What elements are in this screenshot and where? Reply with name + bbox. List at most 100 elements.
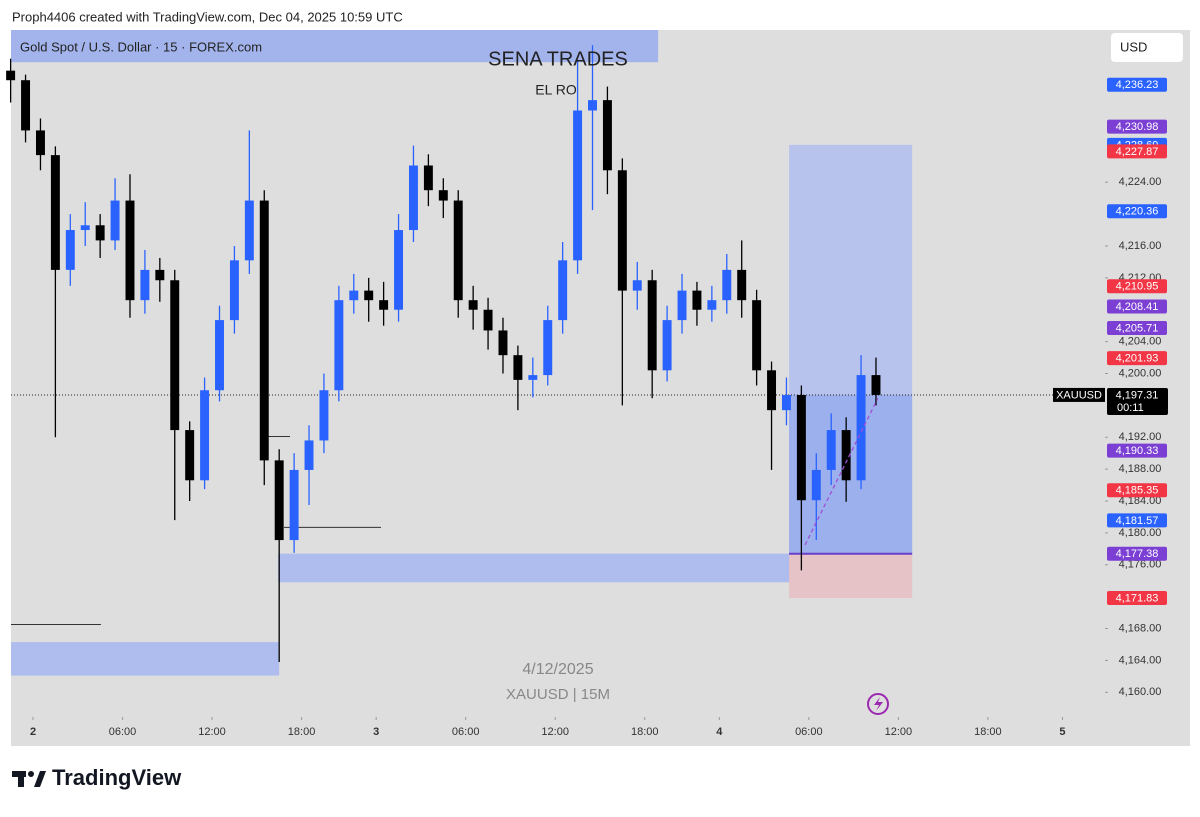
- candle-body: [304, 440, 314, 470]
- candle-body: [229, 260, 239, 321]
- candle-body: [677, 290, 687, 321]
- annotation: SENA TRADES: [488, 48, 628, 70]
- last-price-label: 4,197.31: [1116, 389, 1159, 401]
- candle-body: [349, 290, 359, 301]
- y-tick-label: 4,180.00: [1119, 527, 1162, 539]
- candle-body: [588, 100, 597, 111]
- x-tick-label: 12:00: [885, 726, 913, 738]
- candle-body: [811, 469, 821, 501]
- candle-body: [140, 269, 150, 301]
- candle-body: [200, 390, 210, 481]
- price-tag: [1107, 144, 1167, 159]
- zone: [11, 30, 659, 63]
- candle-body: [80, 225, 90, 231]
- candle-body: [394, 230, 404, 310]
- price-tag-label: 4,185.35: [1116, 485, 1159, 497]
- x-tick-label: 18:00: [631, 726, 659, 738]
- candle-body: [468, 300, 478, 310]
- candle-body: [6, 70, 16, 81]
- currency[interactable]: USD: [1120, 39, 1147, 54]
- candle-body: [707, 300, 717, 310]
- candle-body: [513, 355, 523, 380]
- price-tag-label: 4,177.38: [1116, 548, 1159, 560]
- x-tick-label: 12:00: [198, 726, 226, 738]
- candle-body: [767, 370, 777, 411]
- x-tick-label: 06:00: [109, 726, 137, 738]
- candle-body: [573, 110, 583, 261]
- x-tick-label: 12:00: [541, 726, 569, 738]
- price-tag: [1107, 299, 1167, 314]
- candle-body: [65, 230, 75, 270]
- candle-body: [647, 280, 657, 371]
- candle-body: [453, 200, 463, 301]
- price-tag-label: 4,205.71: [1116, 322, 1159, 334]
- stop-zone: [789, 553, 913, 599]
- price-tag-label: 4,220.36: [1116, 206, 1159, 218]
- x-tick-label: 2: [30, 726, 36, 738]
- price-tag-label: 4,190.33: [1116, 445, 1159, 457]
- candle-body: [737, 269, 747, 301]
- price-tag: [1107, 443, 1167, 458]
- alert-bolt: [874, 697, 883, 711]
- symbol-tag-label: XAUUSD: [1056, 389, 1102, 401]
- candle-body: [423, 165, 433, 191]
- candle-body: [379, 300, 389, 310]
- annotation: 4/12/2025: [522, 661, 593, 678]
- candle-body: [543, 320, 553, 376]
- logo: TradingView: [52, 765, 182, 790]
- zone: [11, 642, 280, 676]
- candle-body: [408, 165, 418, 231]
- candle-body: [752, 300, 762, 371]
- y-tick-label: 4,164.00: [1119, 654, 1162, 666]
- y-tick-label: 4,204.00: [1119, 336, 1162, 348]
- candle-body: [602, 100, 612, 171]
- x-tick-label: 18:00: [974, 726, 1002, 738]
- y-tick-label: 4,216.00: [1119, 240, 1162, 252]
- price-tag-label: 4,210.95: [1116, 281, 1159, 293]
- price-tag: [1107, 77, 1167, 92]
- x-tick-label: 18:00: [288, 726, 316, 738]
- header: Proph4406 created with TradingView.com, …: [12, 9, 403, 24]
- currency-button[interactable]: [1111, 33, 1183, 62]
- candle-body: [632, 280, 642, 291]
- trend-line: [804, 397, 879, 546]
- candle-body: [856, 375, 866, 481]
- price-tag-label: 4,181.57: [1116, 515, 1159, 527]
- price-tag: [1107, 119, 1167, 134]
- annotation: XAUUSD | 15M: [506, 686, 610, 703]
- price-tag: [1107, 483, 1167, 498]
- annotation: EL RO: [535, 82, 577, 98]
- legend: Gold Spot / U.S. Dollar · 15 · FOREX.com: [20, 39, 262, 54]
- candle-body: [21, 80, 31, 131]
- price-tag: [1107, 204, 1167, 219]
- price-tag: [1107, 320, 1167, 335]
- symbol-tag: [1053, 387, 1105, 402]
- candle-body: [826, 430, 836, 470]
- candle-body: [617, 170, 627, 291]
- candle-body: [364, 290, 374, 301]
- alert-icon[interactable]: [867, 693, 889, 715]
- candle-body: [558, 260, 568, 321]
- candle-body: [35, 130, 45, 156]
- candle-body: [155, 269, 165, 281]
- x-tick-label: 06:00: [795, 726, 823, 738]
- candle-body: [95, 225, 105, 241]
- candle-body: [871, 375, 881, 395]
- y-tick-label: 4,176.00: [1119, 559, 1162, 571]
- candle-body: [215, 320, 224, 391]
- candle-body: [483, 309, 493, 331]
- zone: [278, 553, 837, 583]
- candle-body: [125, 200, 135, 301]
- candle-body: [289, 469, 299, 541]
- candle-body: [244, 200, 254, 261]
- price-tag: [1107, 591, 1167, 606]
- candle-body: [274, 460, 284, 541]
- last-price-tag: [1107, 387, 1168, 415]
- y-tick-label: 4,188.00: [1119, 463, 1162, 475]
- price-tag-label: 4,227.87: [1116, 146, 1159, 158]
- x-tick-label: 5: [1059, 726, 1065, 738]
- candle-body: [185, 430, 195, 481]
- candle-body: [796, 395, 806, 501]
- candle-body: [50, 155, 60, 270]
